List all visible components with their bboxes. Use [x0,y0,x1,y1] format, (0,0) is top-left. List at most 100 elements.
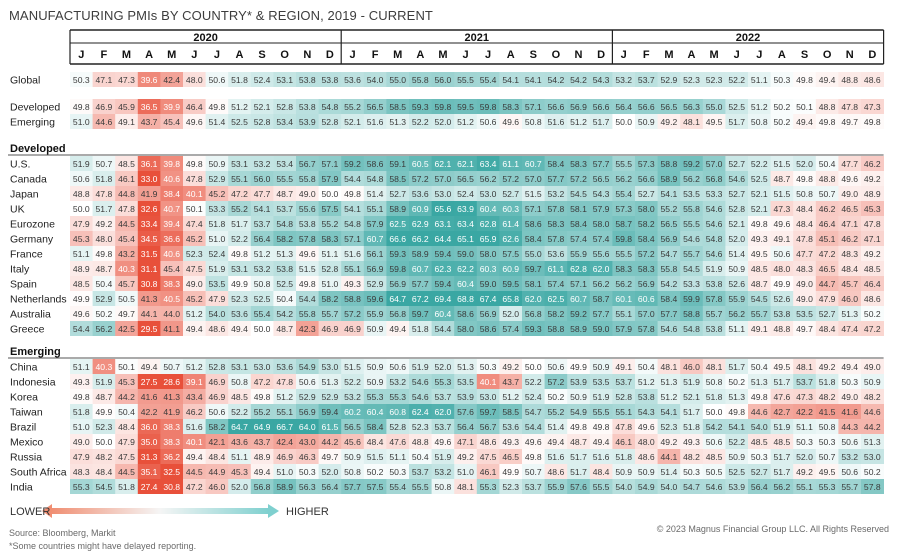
cell-value: 51.8 [819,377,836,387]
cell-value: 47.6 [389,437,406,447]
cell-value: 48.3 [841,249,858,259]
cell-value: 60.9 [502,264,519,274]
heatmap-cell [544,404,568,419]
heatmap-cell [544,449,568,464]
cell-value: 57.7 [593,159,610,169]
cell-value: 48.7 [276,324,293,334]
heatmap-cell [770,434,794,449]
heatmap-cell [363,359,387,374]
heatmap-cell [454,171,478,186]
heatmap-cell [92,374,116,389]
cell-value: 59.9 [683,294,700,304]
cell-value: 48.8 [819,174,836,184]
cell-value: 48.5 [118,159,135,169]
cell-value: 51.7 [774,467,791,477]
heatmap-cell [454,231,478,246]
heatmap-cell [589,419,613,434]
month-label: S [258,49,265,61]
heatmap-cell [680,171,704,186]
heatmap-cell [612,479,636,494]
row-label: Japan [10,189,39,201]
heatmap-cell [454,246,478,261]
heatmap-cell [70,359,93,374]
cell-value: 48.4 [796,219,813,229]
cell-value: 30.8 [141,279,158,289]
heatmap-cell [522,201,545,216]
cell-value: 53.0 [322,362,339,372]
heatmap-cell [341,321,365,336]
cell-value: 53.2 [344,392,361,402]
cell-value: 51.9 [593,392,610,402]
heatmap-cell [748,404,771,419]
cell-value: 59.0 [457,249,474,259]
cell-value: 49.5 [774,362,791,372]
heatmap-cell [183,171,206,186]
heatmap-cell [386,291,410,306]
heatmap-cell [183,464,206,479]
cell-value: 49.4 [819,75,836,85]
cell-value: 51.5 [299,264,316,274]
cell-value: 68.8 [457,294,474,304]
heatmap-cell [680,479,704,494]
cell-value: 53.6 [231,309,248,319]
heatmap-cell [273,306,297,321]
cell-value: 48.6 [638,452,655,462]
cell-value: 57.5 [322,204,339,214]
heatmap-cell [228,359,252,374]
cell-value: 54.4 [435,324,452,334]
cell-value: 46.5 [502,452,519,462]
cell-value: 52.0 [796,159,813,169]
heatmap-cell [589,449,613,464]
cell-value: 51.3 [841,309,858,319]
heatmap-cell [635,99,658,114]
heatmap-cell [499,464,523,479]
heatmap-cell [861,479,884,494]
heatmap-cell [793,359,817,374]
cell-value: 56.9 [367,264,384,274]
cell-value: 48.4 [841,264,858,274]
heatmap-cell [838,231,862,246]
heatmap-cell [793,306,817,321]
heatmap-cell [386,449,410,464]
heatmap-cell [250,231,274,246]
cell-value: 54.7 [525,407,542,417]
cell-value: 50.0 [706,407,723,417]
heatmap-cell [793,374,817,389]
cell-value: 48.3 [796,264,813,274]
cell-value: 48.2 [864,392,881,402]
cell-value: 55.3 [435,377,452,387]
cell-value: 45.7 [118,279,135,289]
cell-value: 50.4 [819,159,836,169]
cell-value: 57.4 [570,234,587,244]
heatmap-cell [183,186,206,201]
cell-value: 57.7 [344,482,361,492]
heatmap-cell [92,246,116,261]
cell-value: 57.0 [525,174,542,184]
heatmap-cell [635,306,658,321]
cell-value: 57.1 [322,159,339,169]
heatmap-cell [544,276,568,291]
cell-value: 50.6 [774,249,791,259]
cell-value: 50.9 [367,324,384,334]
cell-value: 50.6 [209,75,226,85]
heatmap-cell [522,374,545,389]
heatmap-cell [273,434,297,449]
heatmap-cell [815,449,839,464]
heatmap-cell [183,246,206,261]
cell-value: 56.9 [661,234,678,244]
heatmap-cell [476,99,500,114]
cell-value: 51.1 [73,362,90,372]
heatmap-cell [612,114,636,129]
cell-value: 51.0 [276,467,293,477]
cell-value: 55.5 [593,407,610,417]
heatmap-cell [115,419,139,434]
heatmap-cell [861,306,884,321]
heatmap-cell [250,434,274,449]
cell-value: 50.0 [254,324,271,334]
cell-value: 57.1 [525,102,542,112]
heatmap-cell [363,291,387,306]
cell-value: 56.2 [615,174,632,184]
cell-value: 53.6 [344,75,361,85]
heatmap-cell [567,261,591,276]
